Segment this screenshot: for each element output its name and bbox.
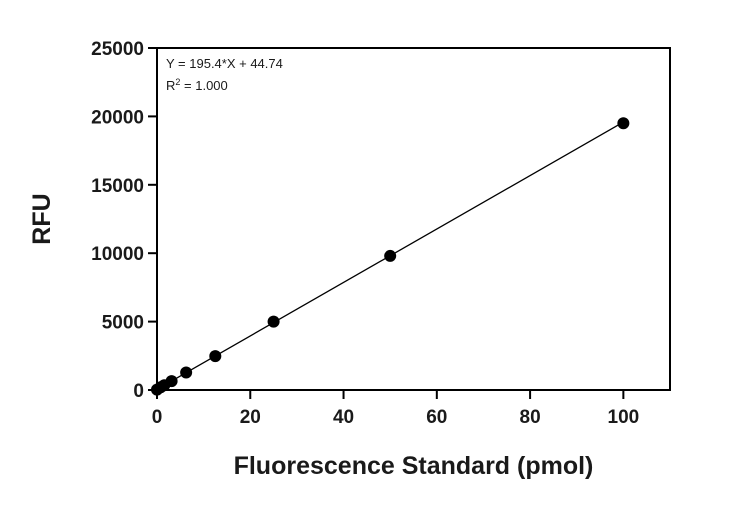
y-tick-label: 15000 — [91, 176, 144, 197]
tick-labels: 0 5000 10000 15000 20000 25000 0 20 40 60 80 100 — [91, 39, 639, 428]
x-tick-label: 60 — [426, 407, 447, 428]
r-squared: R2 = 1.000 — [166, 77, 228, 93]
data-point — [617, 117, 630, 130]
y-tick-label: 25000 — [91, 39, 144, 60]
x-tick-label: 100 — [608, 407, 640, 428]
x-tick-label: 20 — [240, 407, 261, 428]
data-point — [165, 375, 178, 388]
data-points — [151, 117, 630, 396]
plot-frame — [156, 47, 671, 391]
y-tick-label: 10000 — [91, 244, 144, 265]
y-tick-label: 5000 — [102, 313, 144, 334]
r-squared-superscript: 2 — [175, 77, 180, 87]
data-point — [209, 350, 222, 363]
y-tick-label: 0 — [133, 381, 144, 402]
r-squared-prefix: R — [166, 78, 175, 93]
fit-equation: Y = 195.4*X + 44.74 — [166, 56, 283, 71]
x-tick-label: 40 — [333, 407, 354, 428]
y-tick-label: 20000 — [91, 107, 144, 128]
y-axis-title: RFU — [28, 193, 56, 244]
data-point — [180, 366, 193, 379]
data-point — [267, 315, 280, 328]
r-squared-value: = 1.000 — [180, 78, 227, 93]
x-axis-title: Fluorescence Standard (pmol) — [234, 452, 594, 480]
x-tick-label: 0 — [152, 407, 163, 428]
x-tick-label: 80 — [520, 407, 541, 428]
data-point — [384, 249, 397, 262]
axes — [148, 47, 671, 399]
